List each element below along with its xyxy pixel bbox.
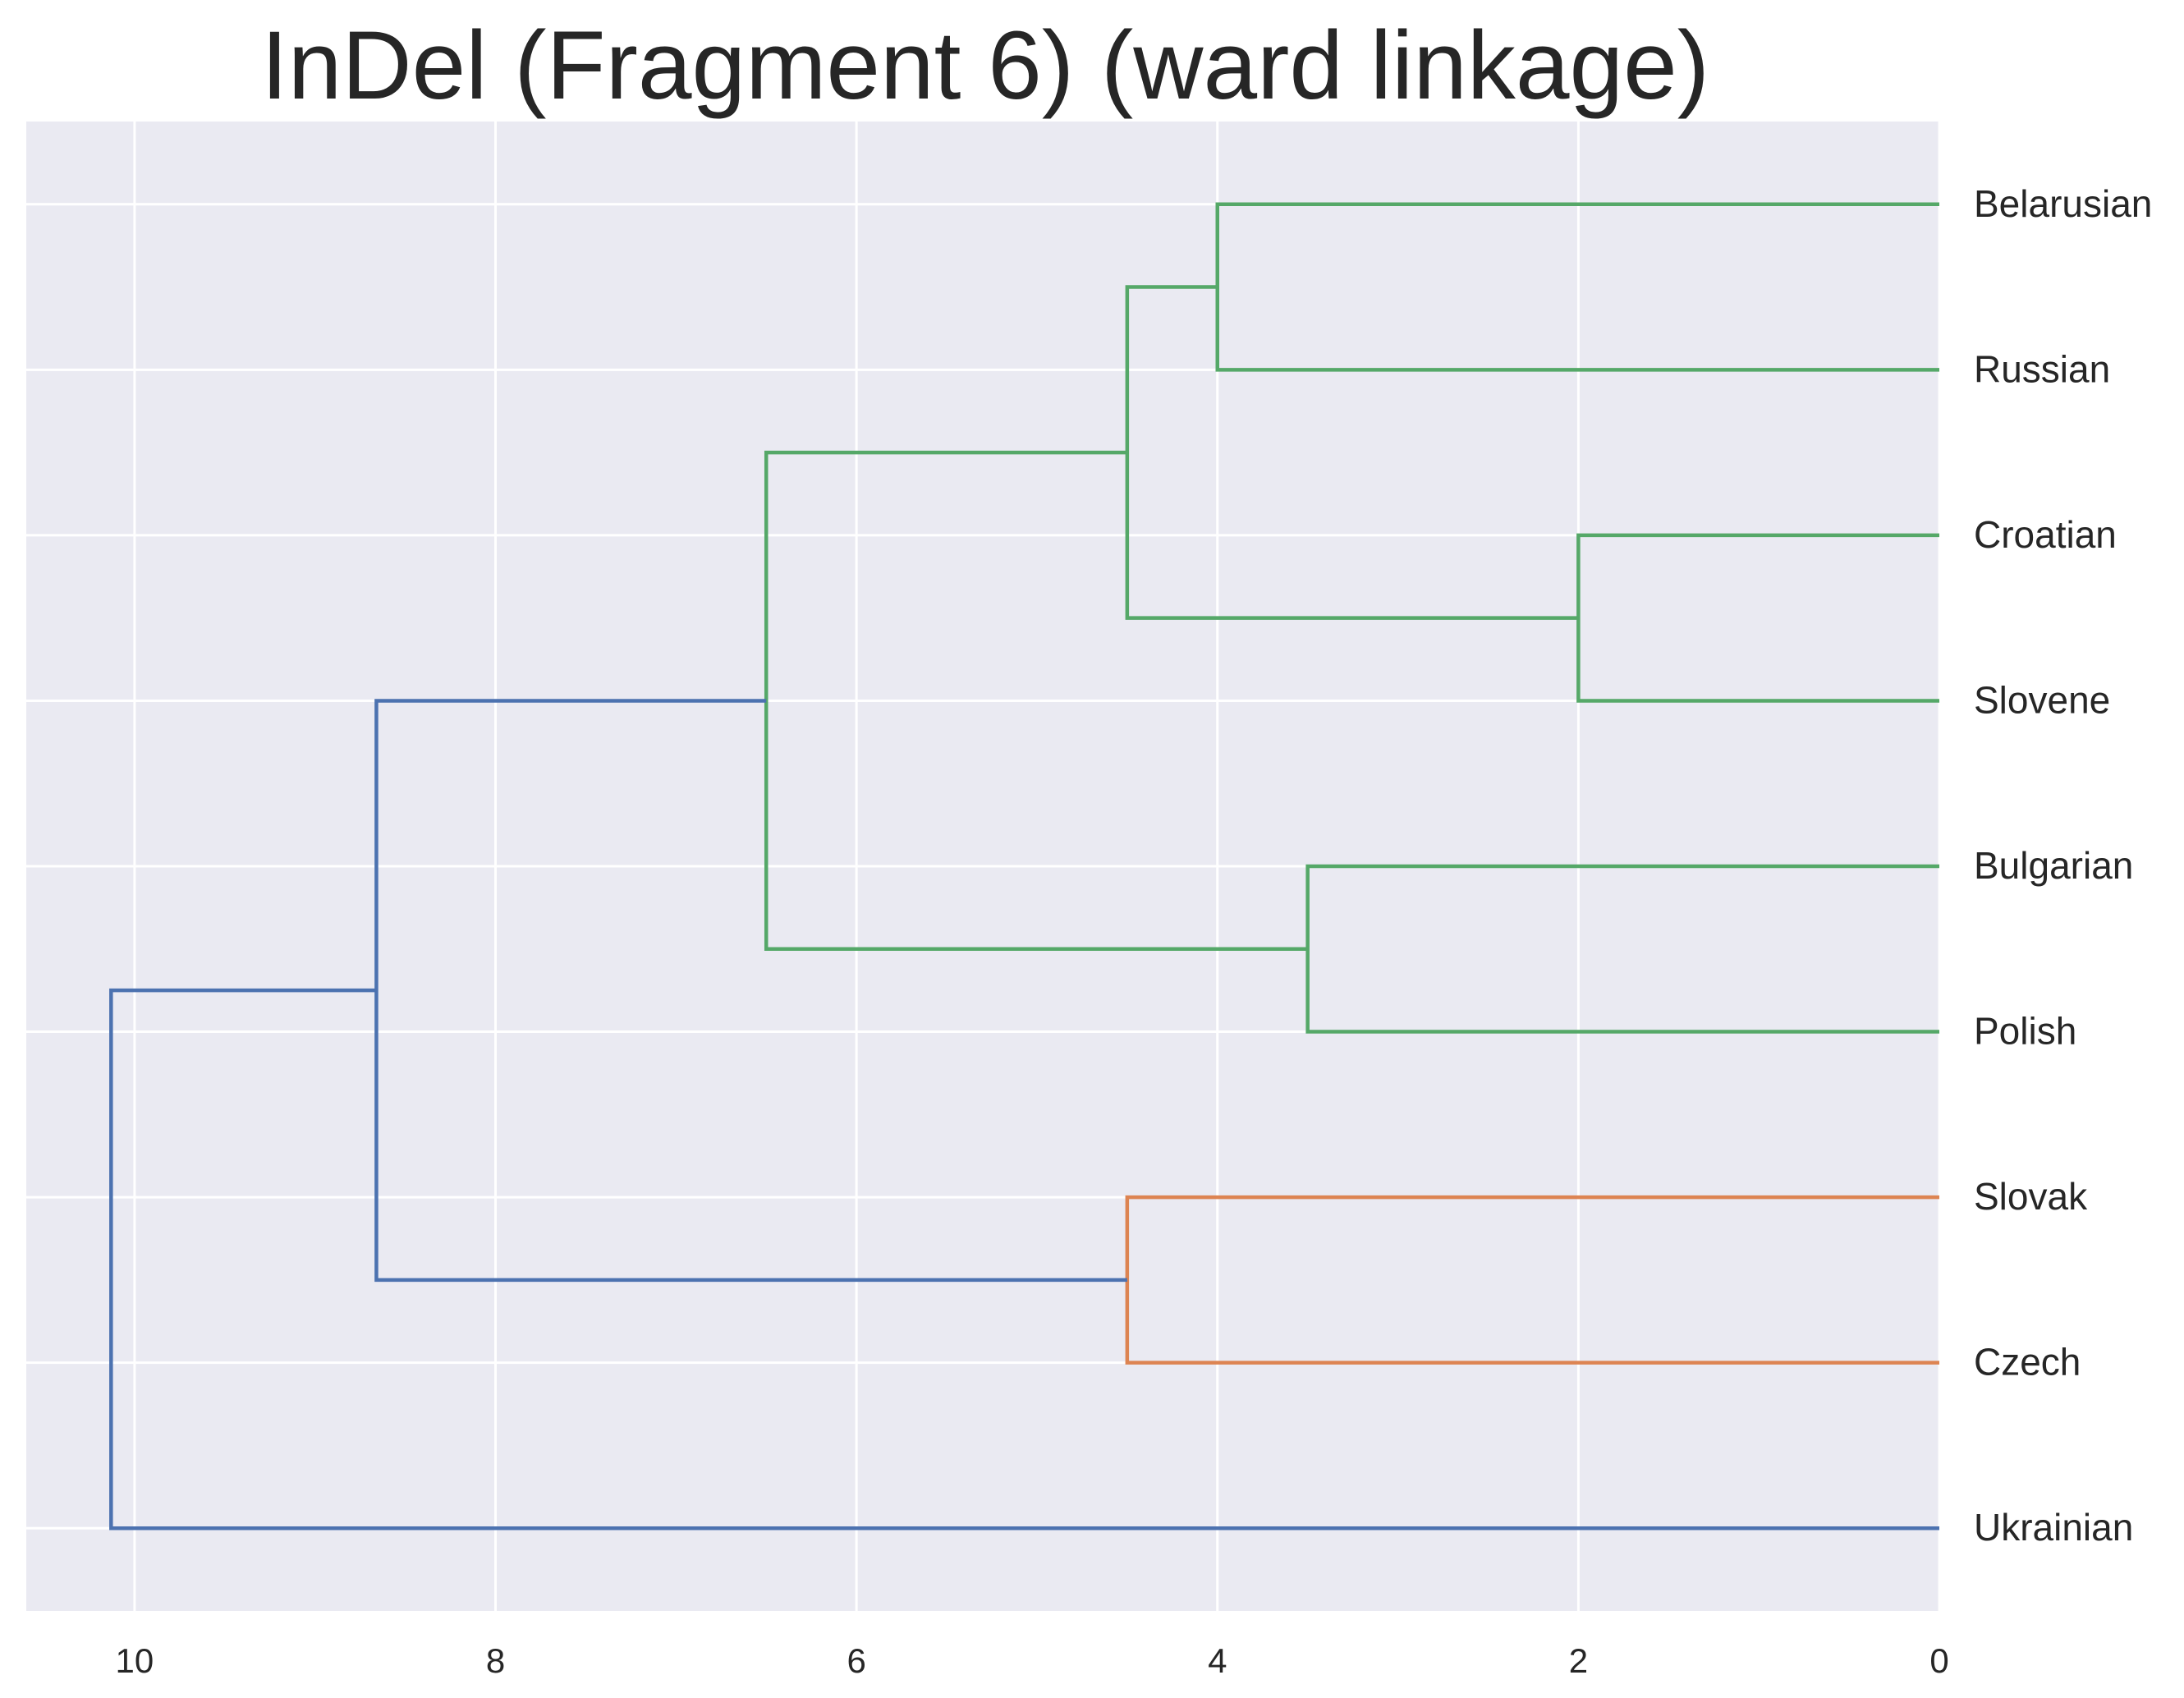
leaf-label: Croatian	[1974, 513, 2117, 556]
x-tick-label: 2	[1569, 1641, 1588, 1680]
leaf-label: Russian	[1974, 347, 2110, 390]
leaf-label: Slovene	[1974, 678, 2110, 721]
leaf-label: Ukrainian	[1974, 1506, 2133, 1549]
x-tick-label: 0	[1929, 1641, 1948, 1680]
leaf-label: Bulgarian	[1974, 844, 2133, 887]
leaf-label: Polish	[1974, 1010, 2076, 1053]
chart-title: InDel (Fragment 6) (ward linkage)	[260, 11, 1710, 120]
x-tick-label: 8	[486, 1641, 505, 1680]
x-tick-label: 6	[847, 1641, 865, 1680]
dendrogram-link-m8	[109, 988, 1939, 1530]
leaf-label: Belarusian	[1974, 182, 2152, 225]
x-tick-label: 4	[1208, 1641, 1227, 1680]
leaf-label: Czech	[1974, 1341, 2081, 1384]
x-tick-label: 10	[116, 1641, 154, 1680]
leaf-label: Slovak	[1974, 1175, 2088, 1218]
